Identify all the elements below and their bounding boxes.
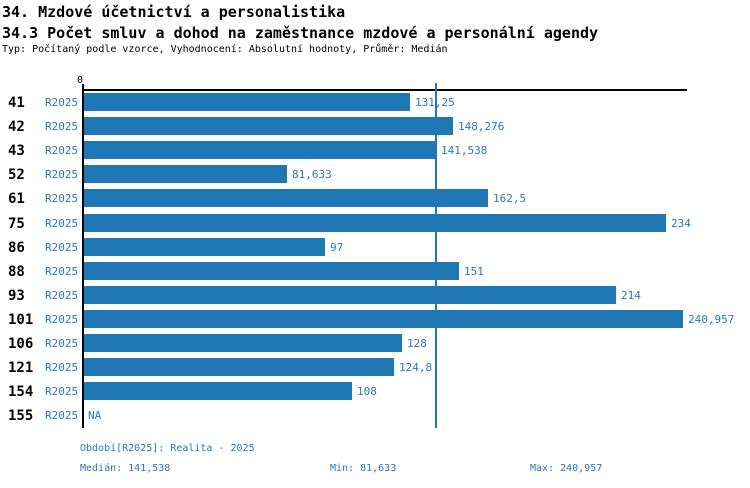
row-category-label: 42 — [8, 119, 25, 135]
bar — [84, 358, 394, 376]
bar-value-label: NA — [88, 409, 102, 422]
bar — [84, 117, 453, 135]
row-series-label: R2025 — [45, 385, 79, 398]
bar — [84, 238, 325, 256]
bar — [84, 334, 402, 352]
bar-value-label: 131,25 — [415, 96, 455, 109]
row-category-label: 106 — [8, 336, 34, 352]
chart-row: 41 R2025 131,25 — [0, 93, 750, 117]
bar-value-label: 148,276 — [458, 120, 505, 133]
bar-value-label: 124,8 — [399, 361, 433, 374]
row-series-label: R2025 — [45, 192, 79, 205]
bar-value-label: 151 — [464, 265, 484, 278]
row-category-label: 43 — [8, 143, 25, 159]
row-series-label: R2025 — [45, 120, 79, 133]
bar-value-label: 214 — [621, 289, 641, 302]
row-category-label: 155 — [8, 408, 34, 424]
bar — [84, 382, 352, 400]
bar-value-label: 97 — [330, 241, 344, 254]
stat-median: Medián: 141,538 — [80, 463, 171, 474]
row-category-label: 41 — [8, 95, 25, 111]
row-category-label: 86 — [8, 240, 25, 256]
row-series-label: R2025 — [45, 168, 79, 181]
x-axis-line — [82, 89, 687, 91]
bar — [84, 286, 616, 304]
bar — [84, 141, 436, 159]
row-series-label: R2025 — [45, 313, 79, 326]
bar — [84, 93, 410, 111]
legend-period: Období[R2025]: Realita - 2025 — [80, 443, 255, 454]
row-series-label: R2025 — [45, 217, 79, 230]
bar-value-label: 240,957 — [688, 313, 735, 326]
row-series-label: R2025 — [45, 144, 79, 157]
row-series-label: R2025 — [45, 289, 79, 302]
bar — [84, 310, 683, 328]
bar-value-label: 128 — [407, 337, 427, 350]
bar-chart: 0 41 R2025 131,25 42 R2025 148,276 43 R2025 141,… — [0, 75, 750, 430]
chart-subtitle: Typ: Počítaný podle vzorce, Vyhodnocení:… — [2, 44, 448, 55]
bar-value-label: 141,538 — [441, 144, 488, 157]
bar — [84, 189, 488, 207]
chart-row: 155 R2025 NA — [0, 406, 750, 430]
bar-value-label: 234 — [671, 217, 691, 230]
x-axis-zero-tick-label: 0 — [77, 75, 84, 86]
chart-row: 61 R2025 162,5 — [0, 189, 750, 213]
stat-max: Max: 240,957 — [530, 463, 603, 474]
row-category-label: 88 — [8, 264, 25, 280]
bar-value-label: 81,633 — [292, 168, 332, 181]
median-reference-line — [435, 83, 437, 428]
y-axis-line — [82, 84, 84, 428]
chart-row: 121 R2025 124,8 — [0, 358, 750, 382]
bar-value-label: 108 — [357, 385, 377, 398]
page-title: 34. Mzdové účetnictví a personalistika — [2, 3, 346, 21]
row-series-label: R2025 — [45, 96, 79, 109]
row-series-label: R2025 — [45, 337, 79, 350]
chart-row: 101 R2025 240,957 — [0, 310, 750, 334]
chart-row: 93 R2025 214 — [0, 286, 750, 310]
row-category-label: 93 — [8, 288, 25, 304]
chart-row: 106 R2025 128 — [0, 334, 750, 358]
row-series-label: R2025 — [45, 265, 79, 278]
chart-title: 34.3 Počet smluv a dohod na zaměstnance … — [2, 24, 599, 42]
bar-value-label: 162,5 — [493, 192, 527, 205]
stat-min: Min: 81,633 — [330, 463, 397, 474]
chart-row: 42 R2025 148,276 — [0, 117, 750, 141]
row-category-label: 75 — [8, 216, 25, 232]
row-series-label: R2025 — [45, 241, 79, 254]
bar — [84, 165, 287, 183]
bar — [84, 262, 459, 280]
row-category-label: 154 — [8, 384, 34, 400]
chart-row: 52 R2025 81,633 — [0, 165, 750, 189]
row-series-label: R2025 — [45, 361, 79, 374]
chart-row: 154 R2025 108 — [0, 382, 750, 406]
row-category-label: 52 — [8, 167, 25, 183]
chart-row: 86 R2025 97 — [0, 238, 750, 262]
row-series-label: R2025 — [45, 409, 79, 422]
bar — [84, 214, 666, 232]
row-category-label: 101 — [8, 312, 34, 328]
chart-row: 75 R2025 234 — [0, 214, 750, 238]
chart-row: 43 R2025 141,538 — [0, 141, 750, 165]
row-category-label: 61 — [8, 191, 25, 207]
chart-row: 88 R2025 151 — [0, 262, 750, 286]
row-category-label: 121 — [8, 360, 34, 376]
